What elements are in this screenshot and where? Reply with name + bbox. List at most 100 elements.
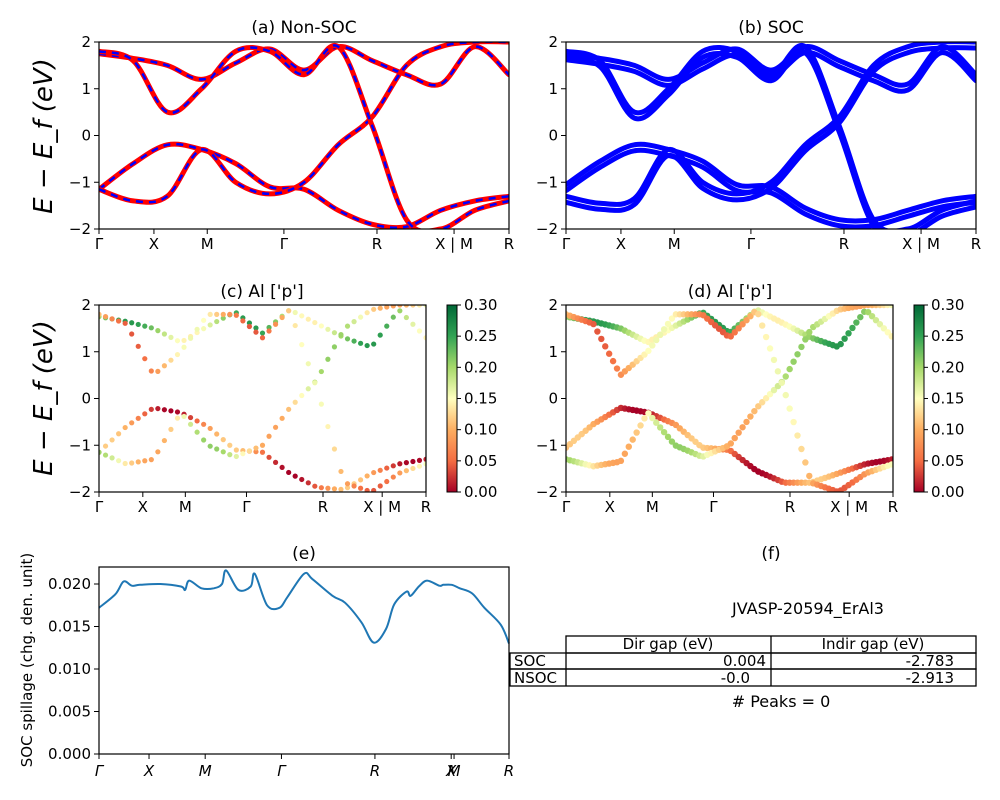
panel-c-point	[318, 368, 324, 375]
panel-c-point	[279, 415, 285, 421]
panel-c-point	[351, 319, 357, 325]
panel-c-point	[187, 335, 194, 341]
panel-c-point	[194, 429, 200, 435]
panel-d-point	[629, 436, 636, 443]
panel-e-xtick-label: R	[504, 762, 514, 780]
colorbar-tick-label: 0.30	[931, 296, 964, 314]
panel-e-ytick-label: 0.020	[48, 575, 91, 593]
panel-c-title: (c) Al ['p']	[220, 282, 303, 302]
panel-c-point	[207, 322, 213, 328]
panel-c-point	[344, 485, 351, 491]
panel-e-xtick-label: X	[143, 762, 155, 780]
panel-a-band-line-dashed	[99, 45, 509, 87]
panel-a-band-line-dashed	[99, 42, 509, 204]
panel-c-point	[377, 305, 383, 311]
panel-d-point	[849, 324, 856, 332]
panel-c-point	[318, 485, 324, 491]
panel-d-point	[625, 443, 632, 450]
panel-d-title: (d) Al ['p']	[688, 282, 773, 302]
panel-c-point	[161, 363, 167, 369]
panel-c-point	[142, 458, 148, 464]
panel-d-point	[743, 418, 750, 426]
panel-c-point	[364, 342, 370, 349]
panel-c-point	[299, 392, 305, 399]
table-cell-soc-indir: -2.783	[906, 652, 954, 670]
panel-c-point	[403, 314, 409, 321]
panel-d-point	[755, 403, 762, 410]
panel-b-xtick-label: X	[616, 235, 626, 253]
panel-c-point	[253, 325, 259, 331]
panel-b-ytick-label: −1	[536, 173, 558, 191]
panel-d-point	[621, 450, 629, 457]
panel-a-band-line	[99, 42, 509, 229]
panel-e-spillage-line	[98, 569, 510, 644]
colorbar-tick-label: 0.20	[931, 358, 964, 376]
panel-c-point	[410, 321, 416, 327]
panel-c-point	[299, 313, 305, 319]
panel-c-point	[305, 361, 311, 367]
panel-c-xtick-label: X | M	[363, 498, 401, 516]
panel-c-point	[102, 452, 109, 458]
panel-c-point	[259, 330, 266, 336]
panel-c-points	[99, 305, 426, 492]
panel-c-point	[174, 415, 181, 421]
panel-c-point	[174, 351, 181, 358]
panel-c-point	[397, 308, 403, 314]
panel-c-point	[344, 336, 351, 342]
panel-d-point	[617, 457, 625, 465]
panel-d-point	[649, 414, 656, 422]
panel-c-point	[344, 481, 351, 487]
panel-e-xtick-label: Γ	[95, 762, 105, 780]
panel-d-point	[605, 350, 613, 357]
panel-c-point	[266, 433, 272, 439]
panel-d-point	[786, 365, 793, 373]
panel-c-point	[358, 477, 364, 483]
panel-c-xtick-label: X	[138, 498, 148, 516]
panel-d-xtick-label: Γ	[709, 498, 718, 516]
panel-b-ytick-label: 2	[548, 33, 558, 51]
panel-d-point	[656, 424, 664, 431]
panel-c-point	[423, 456, 426, 462]
panel-a-ytick-label: −2	[69, 220, 91, 238]
panel-a-band-line	[99, 141, 509, 229]
panel-d-point	[747, 312, 754, 320]
panel-c-point	[227, 442, 233, 448]
panel-c-point	[377, 332, 383, 338]
panel-d-frame	[565, 304, 894, 493]
panel-c-point	[371, 306, 377, 312]
panel-d-point	[790, 418, 797, 426]
panel-d-point	[645, 410, 652, 417]
panel-c-point	[416, 463, 423, 469]
panel-c-point	[116, 318, 122, 324]
panel-c-frame	[98, 304, 427, 493]
panel-d-point	[888, 456, 893, 463]
panel-d-point	[759, 399, 766, 406]
panel-c-point	[240, 451, 246, 457]
panel-d-point	[751, 407, 758, 415]
panel-c-point	[220, 437, 226, 443]
panel-a-ytick-label: 1	[81, 80, 91, 98]
panel-d-xtick-label: Γ	[562, 498, 571, 516]
panel-c-point	[148, 368, 154, 374]
panel-c-point	[266, 454, 272, 460]
colorbar-tick-label: 0.15	[931, 390, 964, 408]
panel-c-point	[272, 424, 279, 430]
panel-c-point	[371, 469, 377, 476]
panel-c-point	[416, 328, 423, 334]
panel-c-point	[292, 473, 298, 479]
panel-c-point	[201, 326, 207, 332]
panel-c-point	[161, 331, 167, 337]
panel-d-point	[798, 445, 805, 453]
panel-d-ytick-label: 0	[548, 390, 558, 408]
table-cell-nsoc-label: NSOC	[514, 669, 557, 687]
table-header-indir: Indir gap (eV)	[822, 635, 925, 653]
panel-c-point	[351, 338, 357, 344]
panel-c-point	[325, 356, 331, 362]
panel-c-point	[220, 449, 226, 455]
panel-c-point	[286, 308, 292, 314]
panel-c-point	[312, 319, 318, 326]
panel-c-point	[371, 487, 377, 492]
panel-d-xtick-label: X | M	[830, 498, 868, 516]
panel-a-band-line-dashed	[99, 44, 509, 229]
